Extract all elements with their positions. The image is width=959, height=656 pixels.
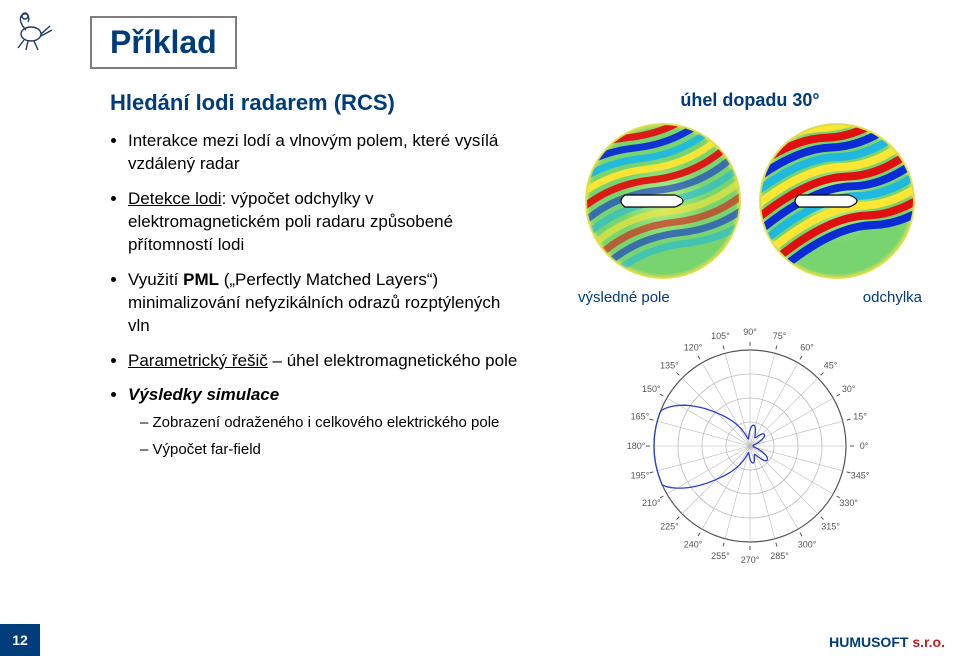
list-item: Výsledky simulace Zobrazení odraženého i… — [128, 384, 520, 459]
svg-text:90°: 90° — [743, 327, 757, 337]
list-item: Využití PML („Perfectly Matched Layers“)… — [128, 269, 520, 338]
fieldmap-labels: výsledné pole odchylka — [560, 289, 940, 306]
svg-text:225°: 225° — [660, 522, 679, 532]
brand-suffix: s.r.o. — [912, 634, 945, 650]
svg-text:30°: 30° — [842, 384, 856, 394]
sub-item: Zobrazení odraženého i celkového elektri… — [140, 413, 520, 433]
svg-text:180°: 180° — [627, 441, 646, 451]
polar-plot: 0° 15° 30° 45° 60° 75° 90° 105° 120° 135° 150° 165°… — [620, 316, 880, 576]
list-item: Interakce mezi lodí a vlnovým polem, kte… — [128, 130, 520, 176]
svg-text:165°: 165° — [631, 411, 650, 421]
footer-brand: HUMUSOFT s.r.o. — [829, 634, 945, 650]
svg-text:105°: 105° — [711, 331, 730, 341]
figure-column: úhel dopadu 30° výsledné pole odchylka 0… — [560, 90, 940, 576]
list-item: Parametrický řešič – úhel elektromagneti… — [128, 350, 520, 373]
svg-text:285°: 285° — [770, 551, 789, 561]
svg-text:60°: 60° — [800, 342, 814, 352]
svg-text:0°: 0° — [860, 441, 869, 451]
svg-text:210°: 210° — [642, 498, 661, 508]
bullet-text-pre: Využití — [128, 270, 183, 289]
svg-text:195°: 195° — [631, 471, 650, 481]
label-result: výsledné pole — [578, 289, 670, 306]
bullet-text: Interakce mezi lodí a vlnovým polem, kte… — [128, 131, 498, 173]
svg-text:75°: 75° — [773, 331, 787, 341]
svg-text:15°: 15° — [853, 411, 867, 421]
svg-text:255°: 255° — [711, 551, 730, 561]
bullet-bold: PML — [183, 270, 219, 289]
bullet-list: Interakce mezi lodí a vlnovým polem, kte… — [110, 130, 520, 460]
bullet-bold-italic: Výsledky simulace — [128, 385, 279, 404]
sub-list: Zobrazení odraženého i celkového elektri… — [128, 413, 520, 460]
figure-title: úhel dopadu 30° — [560, 90, 940, 111]
svg-text:270°: 270° — [741, 555, 760, 565]
page-number: 12 — [0, 624, 40, 656]
polar-container: 0° 15° 30° 45° 60° 75° 90° 105° 120° 135° 150° 165°… — [560, 316, 940, 576]
bullet-underline: Parametrický řešič — [128, 351, 268, 370]
brand-name: HUMUSOFT — [829, 634, 912, 650]
sub-item: Výpočet far-field — [140, 440, 520, 460]
fieldmap-result — [583, 121, 743, 281]
list-item: Detekce lodi: výpočet odchylky v elektro… — [128, 188, 520, 257]
svg-text:135°: 135° — [660, 360, 679, 370]
svg-text:120°: 120° — [684, 342, 703, 352]
svg-text:300°: 300° — [798, 540, 817, 550]
bullet-lead-underline: Detekce lodi — [128, 189, 222, 208]
fieldmap-deviation — [757, 121, 917, 281]
page-title: Příklad — [90, 16, 237, 69]
content-column: Hledání lodi radarem (RCS) Interakce mez… — [110, 90, 520, 472]
svg-text:315°: 315° — [821, 522, 840, 532]
brand-logo — [8, 6, 54, 52]
svg-text:345°: 345° — [851, 471, 870, 481]
svg-text:45°: 45° — [824, 360, 838, 370]
section-subtitle: Hledání lodi radarem (RCS) — [110, 90, 520, 116]
svg-text:150°: 150° — [642, 384, 661, 394]
svg-text:330°: 330° — [839, 498, 858, 508]
fieldmap-row — [560, 121, 940, 281]
label-deviation: odchylka — [863, 289, 922, 306]
bullet-text: – úhel elektromagnetického pole — [268, 351, 518, 370]
svg-text:240°: 240° — [684, 540, 703, 550]
